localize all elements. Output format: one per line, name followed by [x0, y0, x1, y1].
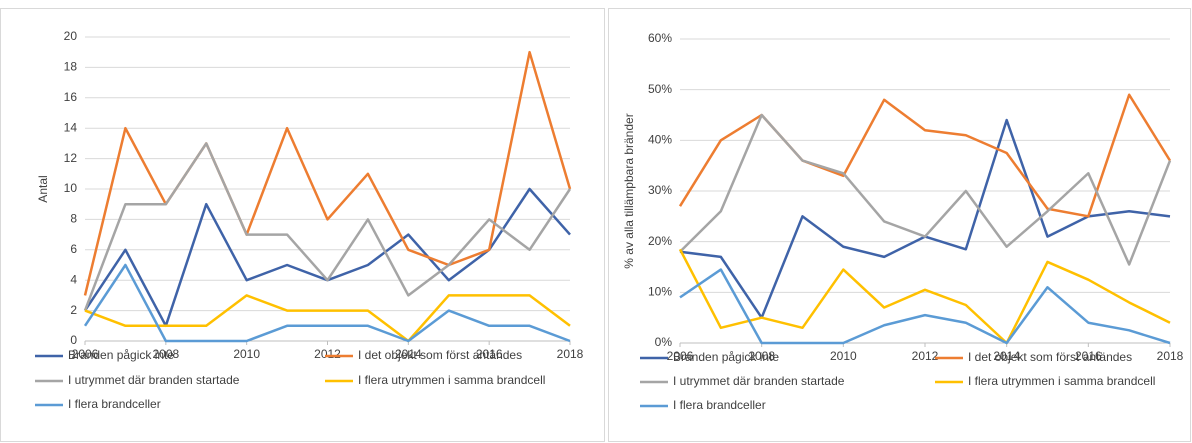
y-tick-label: 10	[64, 181, 78, 195]
x-tick-label: 2008	[748, 349, 775, 363]
x-tick-label: 2006	[72, 347, 99, 361]
y-tick-label: 10%	[648, 285, 672, 299]
y-tick-label: 14	[64, 120, 78, 134]
y-tick-label: 20	[64, 29, 78, 43]
x-tick-label: 2018	[1157, 349, 1184, 363]
y-tick-label: 20%	[648, 234, 672, 248]
legend-label: I flera utrymmen i samma brandcell	[968, 374, 1155, 388]
legend-label: I det objekt som först antändes	[358, 348, 522, 362]
data-line	[84, 294, 571, 343]
data-line	[83, 50, 572, 296]
y-axis-label: Antal	[36, 175, 50, 202]
x-tick-label: 2010	[830, 349, 857, 363]
y-tick-label: 6	[70, 242, 77, 256]
x-tick-label: 2008	[152, 347, 179, 361]
legend-label: I utrymmet där branden startade	[68, 373, 240, 387]
x-tick-label: 2014	[993, 349, 1020, 363]
legend-label: I utrymmet där branden startade	[673, 374, 845, 388]
y-tick-label: 0%	[655, 335, 673, 349]
x-tick-label: 2016	[476, 347, 503, 361]
y-tick-label: 40%	[648, 133, 672, 147]
legend-label: Branden pågick inte	[68, 348, 174, 362]
x-tick-label: 2014	[395, 347, 422, 361]
x-tick-label: 2012	[314, 347, 341, 361]
data-line	[679, 268, 1171, 345]
x-tick-label: 2010	[233, 347, 260, 361]
legend-label: I flera brandceller	[673, 398, 766, 412]
x-tick-label: 2018	[557, 347, 584, 361]
y-tick-label: 8	[70, 212, 77, 226]
data-line	[679, 118, 1171, 319]
panel-border	[608, 8, 1191, 442]
y-tick-label: 50%	[648, 82, 672, 96]
x-tick-label: 2006	[667, 349, 694, 363]
y-tick-label: 60%	[648, 31, 672, 45]
data-line	[83, 263, 571, 343]
data-line	[678, 93, 1172, 218]
panel-border	[0, 8, 605, 442]
legend-label: Branden pågick inte	[673, 350, 779, 364]
legend-label: I det objekt som först antändes	[968, 350, 1132, 364]
y-tick-label: 16	[64, 90, 78, 104]
legend-label: I flera utrymmen i samma brandcell	[358, 373, 545, 387]
y-tick-label: 4	[70, 272, 77, 286]
x-tick-label: 2012	[912, 349, 939, 363]
data-line	[83, 142, 572, 312]
y-tick-label: 30%	[648, 183, 672, 197]
data-line	[679, 113, 1172, 266]
data-line	[678, 248, 1171, 345]
y-tick-label: 0	[70, 333, 77, 347]
y-tick-label: 18	[64, 60, 78, 74]
y-tick-label: 2	[70, 303, 77, 317]
y-axis-label: % av alla tillämpbara bränder	[622, 113, 636, 268]
y-tick-label: 12	[64, 151, 78, 165]
x-tick-label: 2016	[1075, 349, 1102, 363]
legend-label: I flera brandceller	[68, 397, 161, 411]
